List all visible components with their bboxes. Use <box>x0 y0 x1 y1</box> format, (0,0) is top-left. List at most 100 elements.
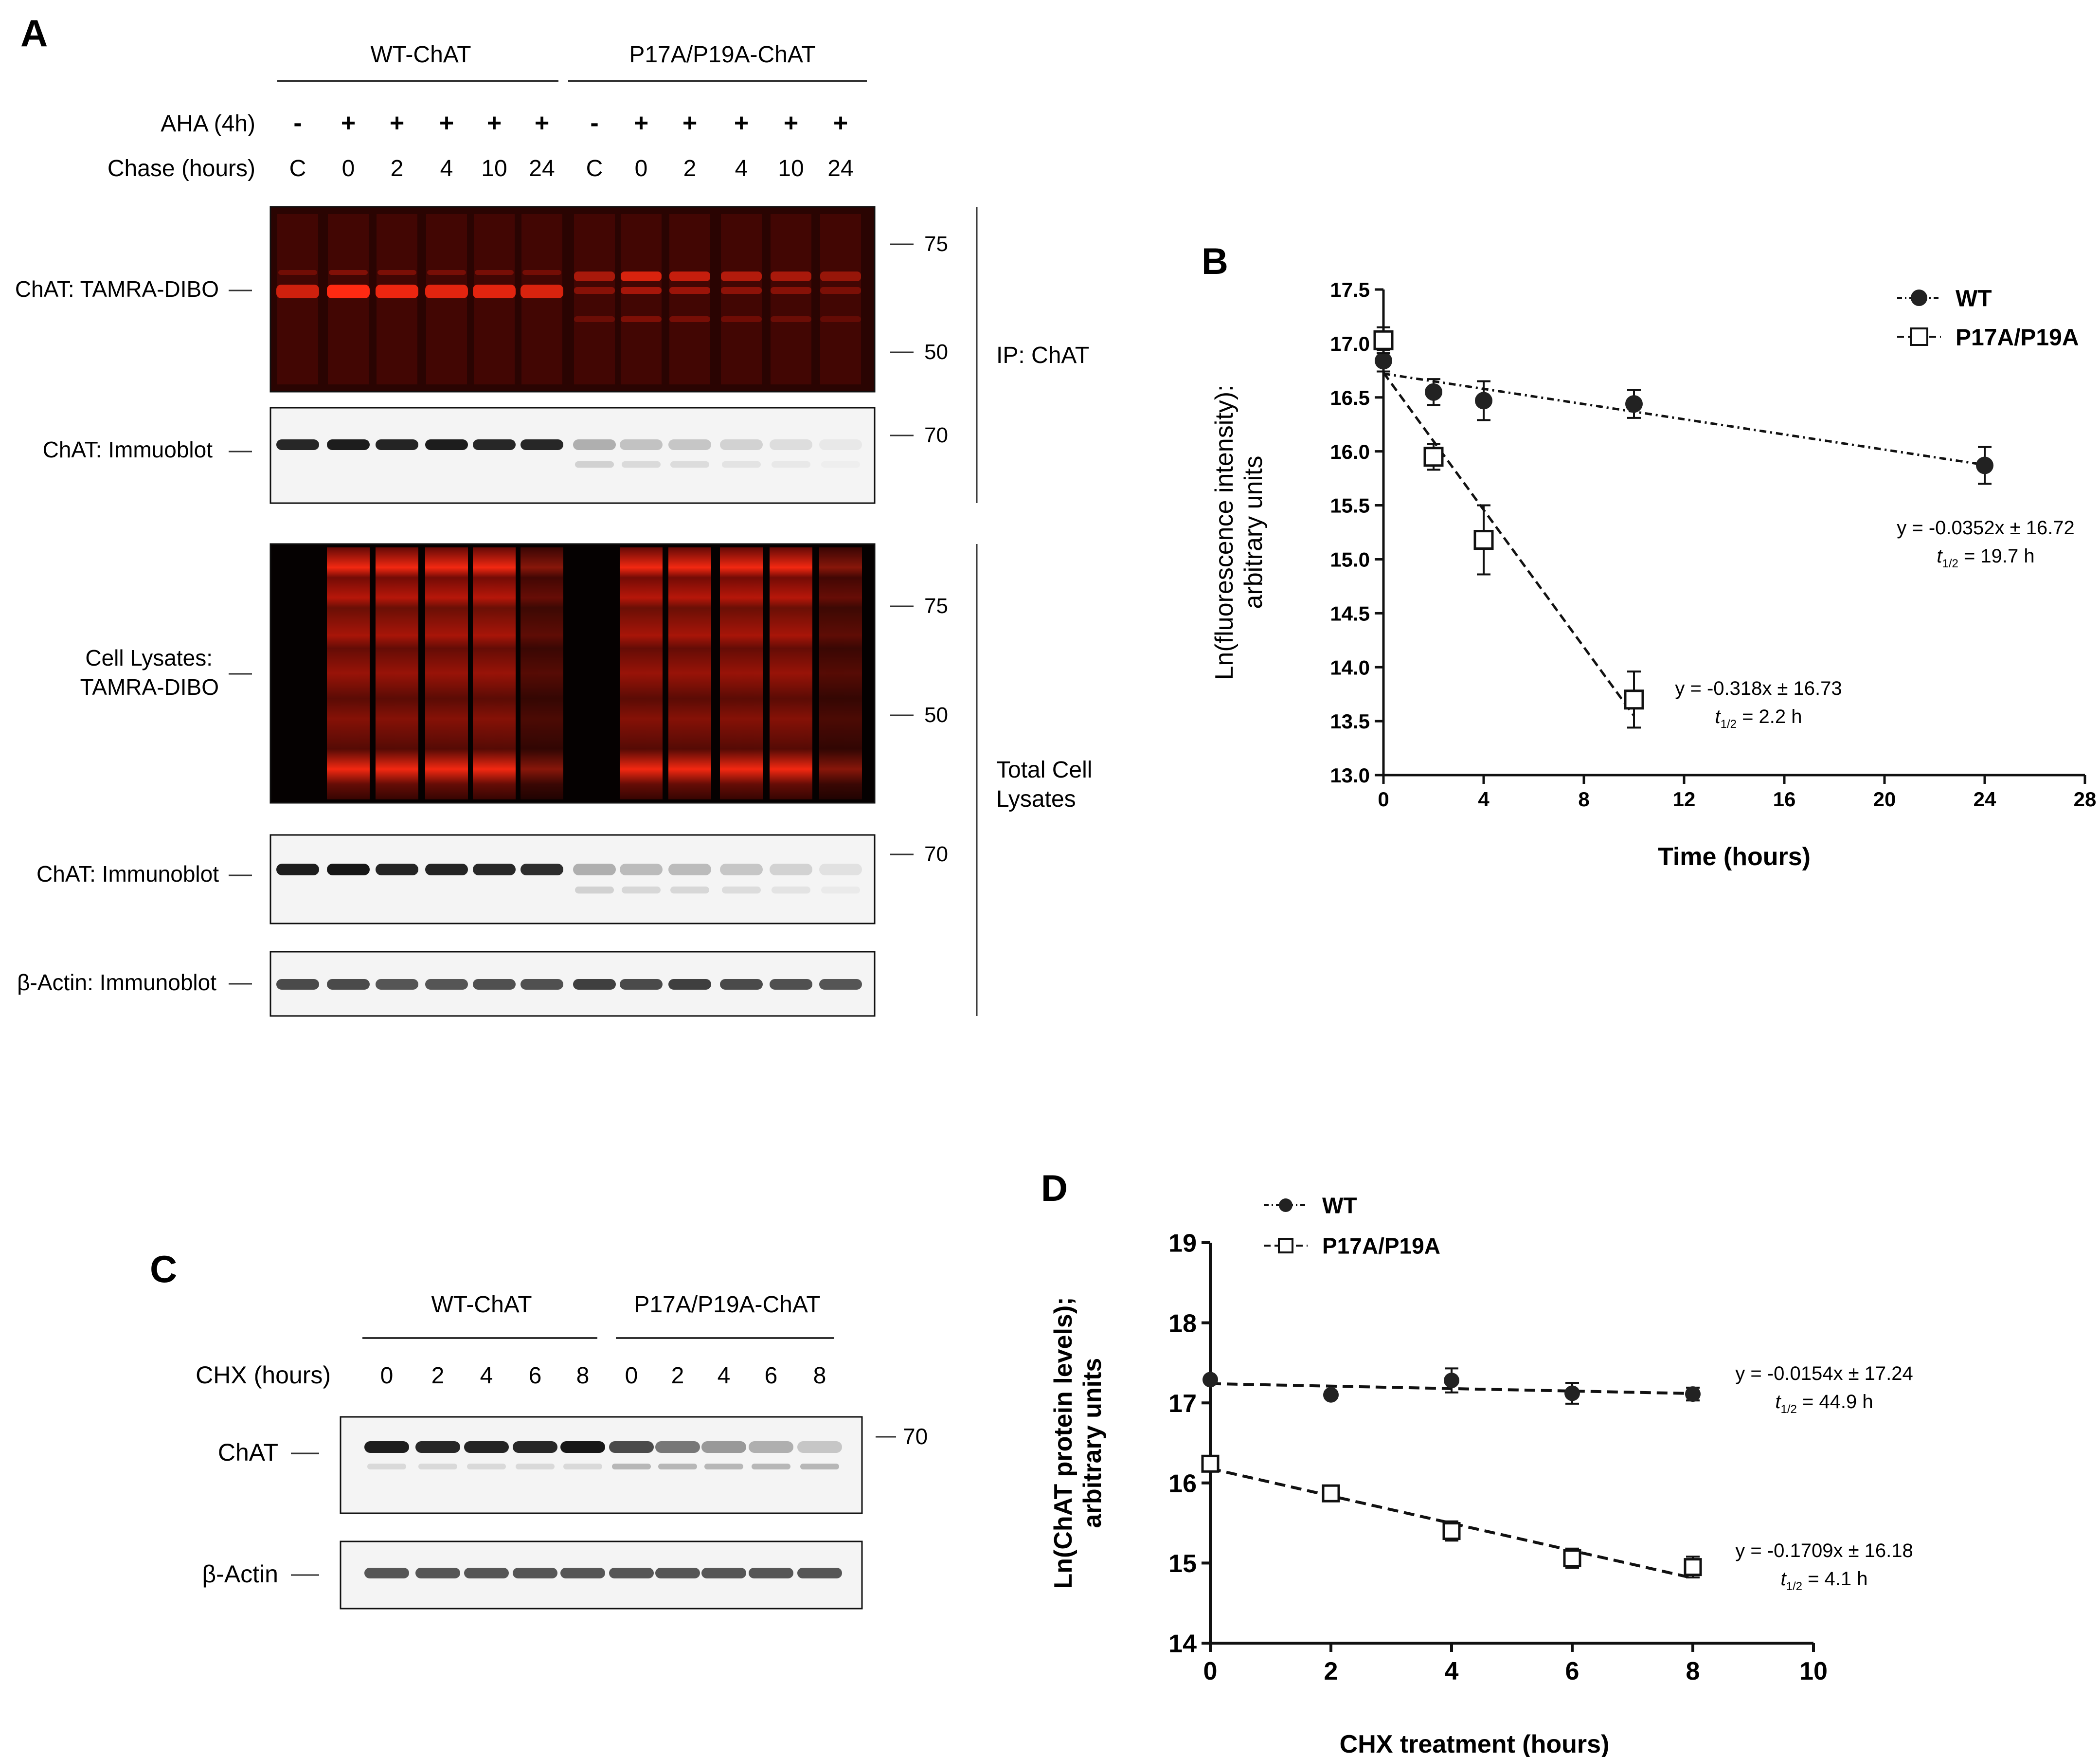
lane-smear <box>770 547 812 799</box>
half-life: t1/2 = 19.7 h <box>1937 545 2034 570</box>
lane-smear <box>474 214 515 384</box>
aha-mark: + <box>439 109 454 137</box>
lane-smear <box>668 547 711 799</box>
lane-smear <box>820 214 861 384</box>
lane-smear <box>376 547 418 799</box>
x-tick-label: 12 <box>1673 788 1696 811</box>
x-tick-label: 0 <box>1203 1657 1218 1685</box>
band <box>770 864 812 875</box>
data-point-wt <box>1425 383 1442 401</box>
x-tick-label: 10 <box>1799 1657 1828 1685</box>
band <box>574 272 615 281</box>
x-tick-label: 8 <box>1578 788 1589 811</box>
band <box>612 1464 651 1469</box>
band <box>276 864 319 875</box>
band <box>620 439 663 450</box>
band <box>364 1568 409 1578</box>
aha-mark: + <box>784 109 798 137</box>
chx-value: 6 <box>765 1363 778 1389</box>
y-axis-label: arbitrary units <box>1239 456 1268 609</box>
band <box>473 864 516 875</box>
fit-line-wt <box>1383 372 1985 466</box>
x-tick-label: 16 <box>1773 788 1796 811</box>
legend-marker-mutant <box>1278 1238 1293 1253</box>
band <box>327 864 370 875</box>
y-axis-label: arbitrary units <box>1078 1358 1107 1528</box>
lane-smear <box>327 547 370 799</box>
chase-value: 2 <box>391 156 404 181</box>
y-tick-label: 17.5 <box>1330 278 1370 301</box>
band <box>722 461 761 468</box>
legend-label: WT <box>1322 1193 1357 1218</box>
band <box>364 1441 409 1453</box>
lane-smear <box>521 547 563 799</box>
band <box>721 272 762 281</box>
band <box>415 1568 460 1578</box>
band <box>574 316 615 322</box>
chx-value: 2 <box>671 1363 684 1389</box>
band <box>621 316 662 322</box>
band <box>658 1464 697 1469</box>
marker-50-b: 50 <box>924 703 948 727</box>
aha-mark: + <box>390 109 404 137</box>
data-point-mutant <box>1322 1484 1340 1503</box>
data-point-wt <box>1375 352 1392 370</box>
x-axis-label: CHX treatment (hours) <box>1340 1730 1610 1757</box>
band <box>327 979 370 990</box>
data-point-wt <box>1444 1373 1459 1389</box>
x-tick-label: 2 <box>1324 1657 1338 1685</box>
aha-mark: + <box>682 109 697 137</box>
lane-smear <box>425 547 468 799</box>
band <box>621 287 662 294</box>
chase-row: C 0 2 4 10 24 C 0 2 4 10 24 <box>289 156 854 181</box>
band <box>772 461 810 468</box>
x-tick-label: 6 <box>1565 1657 1579 1685</box>
band <box>425 285 468 298</box>
chx-value: 2 <box>431 1363 445 1389</box>
marker-75-b: 75 <box>924 594 948 618</box>
band <box>573 979 616 990</box>
y-axis-label: Ln(fluorescence intensity): <box>1210 385 1238 680</box>
x-tick-label: 28 <box>2074 788 2097 811</box>
band <box>376 439 418 450</box>
data-point-mutant <box>1373 330 1394 350</box>
lane-smear <box>771 214 811 384</box>
marker-70-b: 70 <box>924 842 948 866</box>
band <box>473 439 516 450</box>
band <box>573 864 616 875</box>
c-group-label-mut: P17A/P19A-ChAT <box>634 1292 820 1318</box>
band <box>621 272 662 281</box>
y-tick-label: 15 <box>1168 1550 1197 1578</box>
aha-label: AHA (4h) <box>161 111 255 137</box>
lane-smear <box>720 547 763 799</box>
band <box>655 1568 700 1578</box>
c-marker-70: 70 <box>903 1424 928 1449</box>
x-tick-label: 0 <box>1378 788 1389 811</box>
lane-smear <box>621 214 662 384</box>
blot-label-2: ChAT: Immuoblot <box>43 437 213 462</box>
band <box>377 270 416 275</box>
aha-mark: - <box>590 109 598 137</box>
band <box>329 270 368 275</box>
band <box>521 864 563 875</box>
band <box>575 461 614 468</box>
band <box>771 287 811 294</box>
lane-smear <box>574 214 615 384</box>
half-life: t1/2 = 4.1 h <box>1780 1568 1867 1593</box>
aha-mark: + <box>535 109 549 137</box>
blot-label-3a: Cell Lysates: <box>85 645 213 670</box>
band <box>560 1568 605 1578</box>
data-point-mutant <box>1563 1549 1581 1568</box>
data-point-mutant <box>1624 689 1644 710</box>
band <box>563 1464 602 1469</box>
band <box>427 270 466 275</box>
lane-smear <box>328 214 369 384</box>
blot-lysate-tamra <box>269 543 876 804</box>
chase-value: 24 <box>529 156 555 181</box>
lane-smear <box>426 214 467 384</box>
section-ip: IP: ChAT <box>996 343 1089 368</box>
data-point-wt <box>1475 392 1492 410</box>
fit-equation: y = -0.0154x ± 17.24 <box>1735 1363 1913 1384</box>
band <box>669 287 710 294</box>
